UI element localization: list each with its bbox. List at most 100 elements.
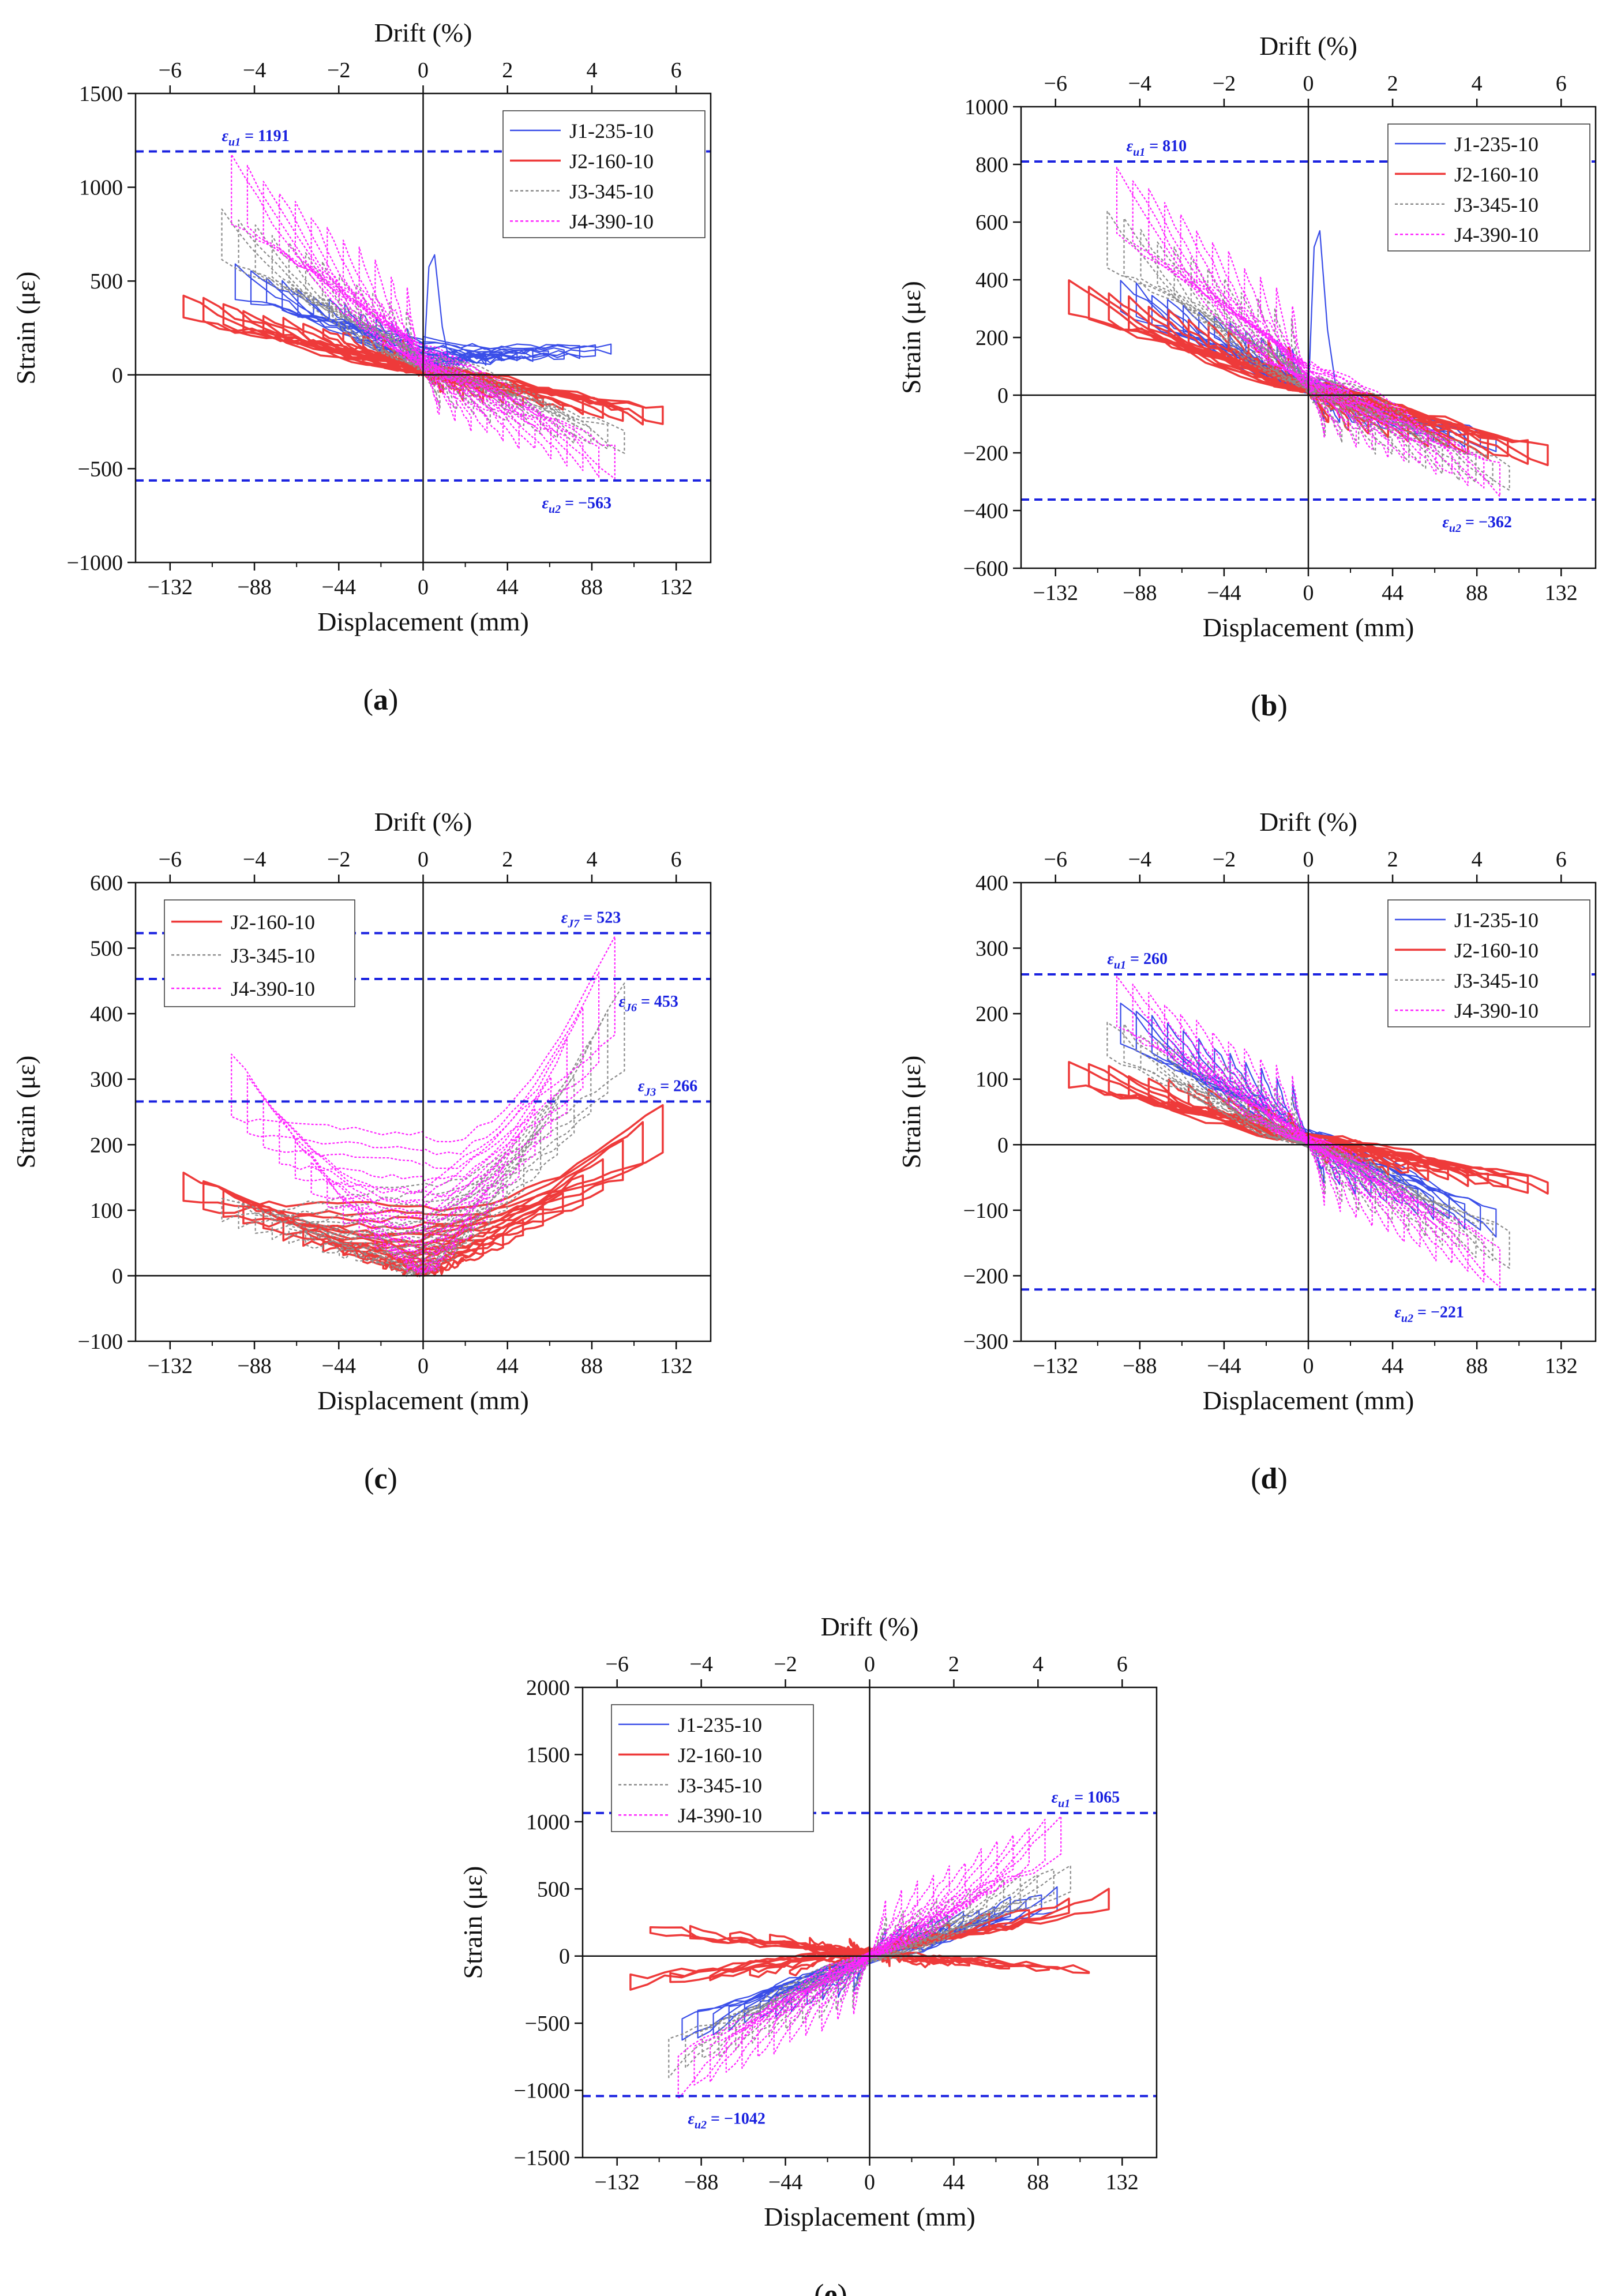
- y-tick-label: 300: [90, 1068, 123, 1092]
- legend: J1-235-10 J2-160-10 J3-345-10 J4-390-10: [1387, 899, 1590, 1027]
- x2-tick-label: −6: [605, 1652, 628, 1676]
- x2-tick-label: 6: [671, 847, 682, 872]
- y-tick-label: 1000: [79, 176, 123, 200]
- x2-tick-label: 0: [418, 58, 429, 82]
- legend-frame: [502, 110, 706, 238]
- legend-entry: J3-345-10: [678, 1774, 762, 1797]
- legend-entry: J2-160-10: [1454, 163, 1539, 186]
- x-tick-label: 44: [1382, 581, 1404, 605]
- panel-label: (b): [1251, 689, 1288, 722]
- x-tick-label: 132: [1106, 2170, 1139, 2194]
- x2-axis-title: Drift (%): [374, 18, 472, 47]
- legend-entry: J4-390-10: [231, 977, 315, 1000]
- x2-axis-title: Drift (%): [374, 807, 472, 836]
- x2-tick-label: −2: [774, 1652, 797, 1676]
- y-tick-label: −500: [525, 2012, 570, 2036]
- limit-label: εu1 = 260: [1107, 950, 1168, 971]
- x-tick-label: −44: [1207, 581, 1241, 605]
- limit-label: εJ3 = 266: [638, 1077, 697, 1098]
- x-tick-label: −88: [1123, 1354, 1157, 1378]
- x-axis-title: Displacement (mm): [1203, 613, 1414, 642]
- x-tick-label: 0: [418, 575, 429, 599]
- legend-entry: J2-160-10: [1454, 939, 1539, 962]
- x2-axis-title: Drift (%): [1259, 807, 1357, 836]
- x2-tick-label: 4: [586, 58, 597, 82]
- x2-tick-label: −6: [1044, 72, 1067, 96]
- y-tick-label: 500: [90, 937, 123, 961]
- x-tick-label: −88: [237, 575, 271, 599]
- legend-entry: J4-390-10: [569, 210, 654, 233]
- y-tick-label: −300: [963, 1330, 1008, 1354]
- limit-label: εu1 = 810: [1127, 137, 1187, 159]
- y-tick-label: −200: [963, 441, 1008, 466]
- legend-entry: J4-390-10: [1454, 999, 1539, 1022]
- x2-tick-label: −4: [243, 58, 266, 82]
- x2-tick-label: 0: [418, 847, 429, 872]
- x-tick-label: −44: [1207, 1354, 1241, 1378]
- y-tick-label: 100: [975, 1068, 1008, 1092]
- limit-label: εu2 = −1042: [688, 2110, 766, 2131]
- x2-tick-label: 4: [586, 847, 597, 872]
- legend: J1-235-10 J2-160-10 J3-345-10 J4-390-10: [1387, 123, 1590, 252]
- x-tick-label: 132: [660, 575, 693, 599]
- x-tick-label: 44: [497, 1354, 519, 1378]
- x-tick-label: −88: [1123, 581, 1157, 605]
- panel-label: (d): [1251, 1462, 1288, 1495]
- x-axis-title: Displacement (mm): [317, 607, 529, 636]
- x2-tick-label: 6: [671, 58, 682, 82]
- y-axis-title: Strain (με): [896, 1056, 926, 1169]
- x2-tick-label: 6: [1556, 72, 1567, 96]
- x2-tick-label: 6: [1117, 1652, 1128, 1676]
- limit-label: εu1 = 1065: [1052, 1789, 1120, 1810]
- y-tick-label: −1000: [514, 2079, 570, 2103]
- legend-entry: J1-235-10: [569, 119, 654, 142]
- x2-tick-label: 0: [1303, 72, 1314, 96]
- x2-tick-label: 0: [1303, 847, 1314, 872]
- x-tick-label: 88: [1466, 581, 1488, 605]
- x2-tick-label: −4: [243, 847, 266, 872]
- y-tick-label: 400: [90, 1002, 123, 1026]
- x2-tick-label: 2: [502, 847, 513, 872]
- legend-frame: [1387, 123, 1590, 252]
- x2-tick-label: 0: [864, 1652, 875, 1676]
- y-axis-title: Strain (με): [458, 1866, 487, 1979]
- legend-entry: J1-235-10: [1454, 909, 1539, 932]
- legend-entry: J1-235-10: [678, 1713, 762, 1736]
- panel-label: (a): [363, 684, 399, 716]
- y-tick-label: −600: [963, 557, 1008, 581]
- limit-label: εu1 = 1191: [222, 127, 290, 148]
- limit-label: εu2 = −221: [1394, 1303, 1464, 1325]
- legend: J1-235-10 J2-160-10 J3-345-10 J4-390-10: [611, 1704, 814, 1832]
- x2-tick-label: 2: [948, 1652, 959, 1676]
- y-tick-label: 1500: [526, 1743, 570, 1767]
- x-axis-title: Displacement (mm): [764, 2202, 975, 2231]
- y-axis-title: Strain (με): [11, 1056, 40, 1169]
- limit-label: εJ6 = 453: [618, 993, 678, 1014]
- x-tick-label: 132: [1545, 1354, 1578, 1378]
- x2-tick-label: 4: [1472, 72, 1483, 96]
- panel-label: (c): [364, 1462, 397, 1495]
- legend-entry: J4-390-10: [1454, 223, 1539, 246]
- x-tick-label: 88: [1466, 1354, 1488, 1378]
- y-tick-label: 0: [112, 1264, 123, 1288]
- limit-label: εu2 = −362: [1442, 513, 1512, 535]
- legend-entry: J2-160-10: [231, 911, 315, 934]
- x2-axis-title: Drift (%): [1259, 31, 1357, 61]
- legend-entry: J4-390-10: [678, 1804, 762, 1827]
- x-tick-label: 88: [581, 575, 603, 599]
- x-tick-label: −88: [684, 2170, 718, 2194]
- x2-tick-label: −6: [1044, 847, 1067, 872]
- legend-frame: [1387, 899, 1590, 1027]
- x2-tick-label: −2: [327, 58, 350, 82]
- legend: J1-235-10 J2-160-10 J3-345-10 J4-390-10: [502, 110, 706, 238]
- y-tick-label: 600: [975, 211, 1008, 235]
- x2-tick-label: −4: [689, 1652, 712, 1676]
- x-axis-title: Displacement (mm): [1203, 1386, 1414, 1415]
- x-tick-label: −132: [1033, 581, 1078, 605]
- x-tick-label: 0: [1303, 581, 1314, 605]
